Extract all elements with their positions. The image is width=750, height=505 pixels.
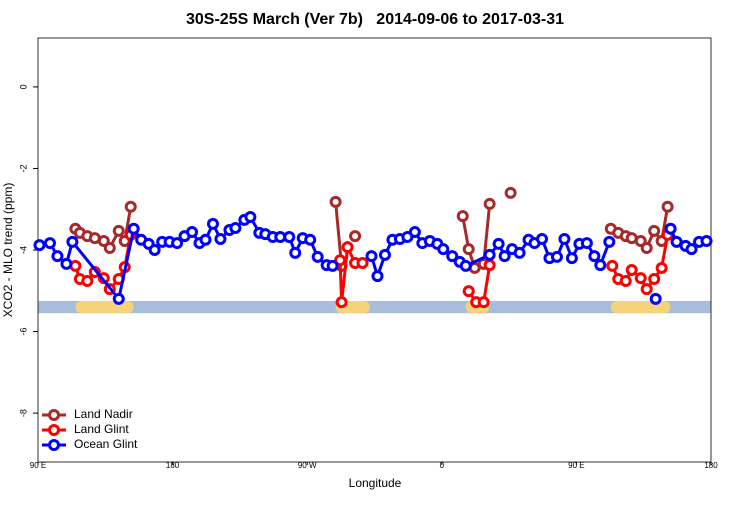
point (456, 210, 469, 223)
point (66, 235, 79, 248)
y-tick-label: -4 (18, 246, 28, 254)
point (335, 296, 348, 309)
point (112, 224, 125, 237)
point (536, 232, 549, 245)
y-tick-label: -8 (18, 409, 28, 417)
point (700, 235, 713, 248)
point (371, 270, 384, 283)
point (214, 232, 227, 245)
legend-label: Ocean Glint (74, 437, 138, 451)
point (127, 222, 140, 235)
point (365, 250, 378, 263)
land-segment (610, 300, 671, 314)
legend-label: Land Glint (74, 422, 129, 436)
point (437, 243, 450, 256)
point (244, 210, 257, 223)
point (664, 222, 677, 235)
x-tick-label: 90 E (568, 461, 584, 470)
point (199, 233, 212, 246)
point (289, 246, 302, 259)
point (603, 235, 616, 248)
point (206, 217, 219, 230)
point (640, 241, 653, 254)
point (661, 200, 674, 213)
point (356, 257, 369, 270)
legend-marker (48, 409, 60, 421)
point (594, 259, 607, 272)
point (378, 248, 391, 261)
point (588, 250, 601, 263)
point (33, 239, 46, 252)
point (459, 259, 472, 272)
point (51, 250, 64, 263)
point (558, 232, 571, 245)
point (625, 263, 638, 276)
point (446, 250, 459, 263)
point (483, 259, 496, 272)
point (498, 250, 511, 263)
point (334, 254, 347, 267)
point (565, 252, 578, 265)
x-tick-label: 0 (440, 461, 445, 470)
point (186, 226, 199, 239)
point (619, 274, 632, 287)
point (148, 244, 161, 256)
point (634, 272, 647, 285)
land-segment (75, 300, 134, 314)
point (326, 259, 339, 272)
point (649, 292, 662, 305)
point (462, 285, 475, 298)
point (349, 230, 362, 243)
point (483, 197, 496, 210)
point (670, 235, 683, 248)
point (580, 237, 593, 250)
ocean-bar (38, 300, 711, 314)
point (477, 296, 490, 309)
point (408, 226, 421, 239)
point (655, 261, 668, 274)
point (606, 259, 619, 272)
point (311, 250, 324, 263)
y-tick-label: -2 (18, 164, 28, 172)
point (504, 186, 517, 199)
point (229, 221, 242, 234)
x-tick-label: 180 (704, 461, 718, 470)
chart-title: 30S-25S March (Ver 7b) 2014-09-06 to 201… (186, 11, 564, 28)
y-axis-label: XCO2 - MLO trend (ppm) (1, 183, 15, 318)
plot-frame (37, 37, 712, 463)
point (81, 274, 94, 287)
point (685, 243, 698, 256)
point (513, 246, 526, 259)
legend-label: Land Nadir (74, 407, 133, 421)
point (341, 241, 354, 254)
point (43, 237, 56, 250)
point (648, 224, 661, 237)
point (648, 272, 661, 285)
point (60, 257, 73, 270)
y-tick-label: -6 (18, 328, 28, 336)
x-tick-label: 90 E (30, 461, 46, 470)
legend-marker (48, 439, 60, 451)
point (462, 243, 475, 256)
point (124, 200, 137, 213)
point (329, 195, 342, 208)
point (112, 292, 125, 305)
legend-marker (48, 424, 60, 436)
point (283, 230, 296, 243)
point (492, 237, 505, 250)
point (171, 237, 184, 250)
point (103, 241, 116, 254)
point (640, 283, 653, 296)
x-tick-label: 90 W (298, 461, 317, 470)
point (304, 233, 317, 246)
y-tick-label: 0 (18, 84, 28, 89)
x-axis-label: Longitude (349, 476, 402, 490)
point (550, 250, 563, 263)
point (483, 248, 496, 261)
x-tick-label: 180 (166, 461, 180, 470)
